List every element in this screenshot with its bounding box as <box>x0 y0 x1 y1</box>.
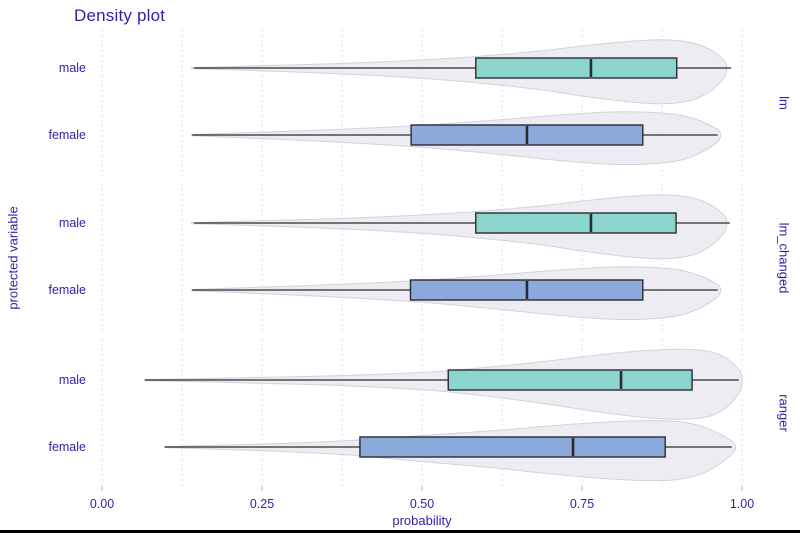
x-tick-label-0.25: 0.25 <box>249 497 275 511</box>
x-tick-label-0.75: 0.75 <box>569 497 595 511</box>
facet-strip-label: ranger <box>776 393 792 432</box>
y-tick-label-lm-female: female <box>48 128 86 142</box>
y-tick-label-lm_changed-male: male <box>58 216 86 230</box>
x-tick-label-0.50: 0.50 <box>409 497 435 511</box>
page-title: Density plot <box>74 6 166 25</box>
facet-strip-label: lm <box>776 96 792 110</box>
x-tick-label-0.00: 0.00 <box>89 497 115 511</box>
violin-lm_changed-male <box>191 194 728 260</box>
y-tick-label-lm_changed-female: female <box>48 283 86 297</box>
bottom-bar <box>0 530 800 533</box>
facet-strip-label: lm_changed <box>776 222 792 293</box>
y-tick-label-ranger-female: female <box>48 440 86 454</box>
x-tick-label-1.00: 1.00 <box>729 497 755 511</box>
boxplot-box <box>475 212 677 234</box>
x-axis-title: probability <box>392 513 452 528</box>
boxplot-box <box>359 436 666 458</box>
violin-lm-male <box>191 39 728 105</box>
boxplot-box <box>447 369 693 391</box>
y-tick-label-ranger-male: male <box>58 373 86 387</box>
violin-ranger-male <box>144 348 743 420</box>
y-tick-label-lm-male: male <box>58 61 86 75</box>
boxplot-box <box>475 57 678 79</box>
